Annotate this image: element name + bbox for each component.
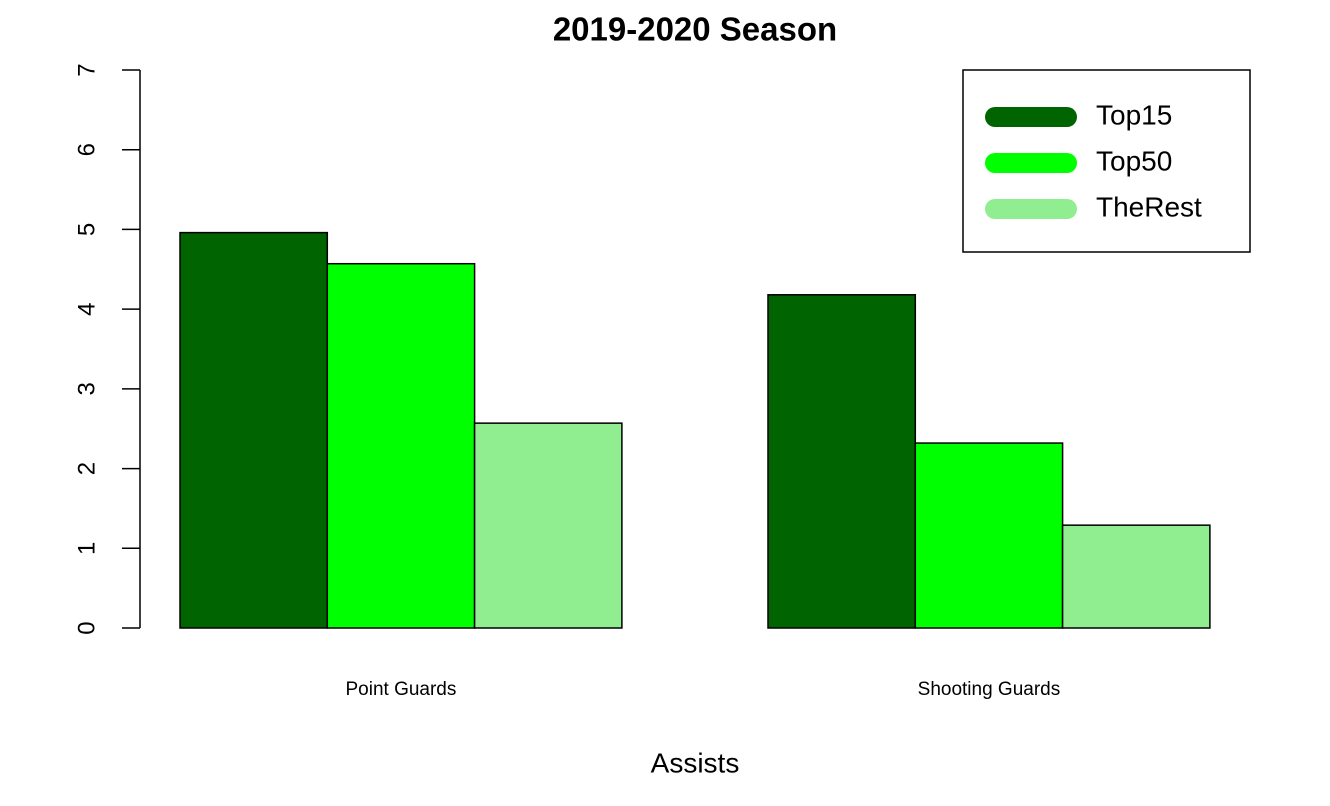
y-tick-label: 4 bbox=[73, 302, 100, 315]
y-tick-label: 2 bbox=[73, 462, 100, 475]
y-tick-label: 7 bbox=[73, 63, 100, 76]
y-tick-label: 6 bbox=[73, 143, 100, 156]
bar bbox=[473, 422, 623, 629]
chart-title: 2019-2020 Season bbox=[553, 11, 837, 48]
legend-label: TheRest bbox=[1096, 191, 1202, 222]
bar bbox=[1061, 524, 1211, 629]
legend-label: Top15 bbox=[1096, 99, 1172, 130]
bar bbox=[767, 294, 917, 629]
y-tick-label: 5 bbox=[73, 223, 100, 236]
x-tick-label: Point Guards bbox=[345, 679, 456, 700]
bar bbox=[326, 262, 476, 629]
bar bbox=[179, 231, 329, 629]
y-tick-label: 3 bbox=[73, 382, 100, 395]
legend-label: Top50 bbox=[1096, 145, 1172, 176]
x-tick-label: Shooting Guards bbox=[918, 679, 1061, 700]
y-tick-label: 1 bbox=[73, 542, 100, 555]
x-axis-label: Assists bbox=[651, 747, 740, 778]
bar bbox=[914, 442, 1064, 629]
y-tick-label: 0 bbox=[73, 621, 100, 634]
